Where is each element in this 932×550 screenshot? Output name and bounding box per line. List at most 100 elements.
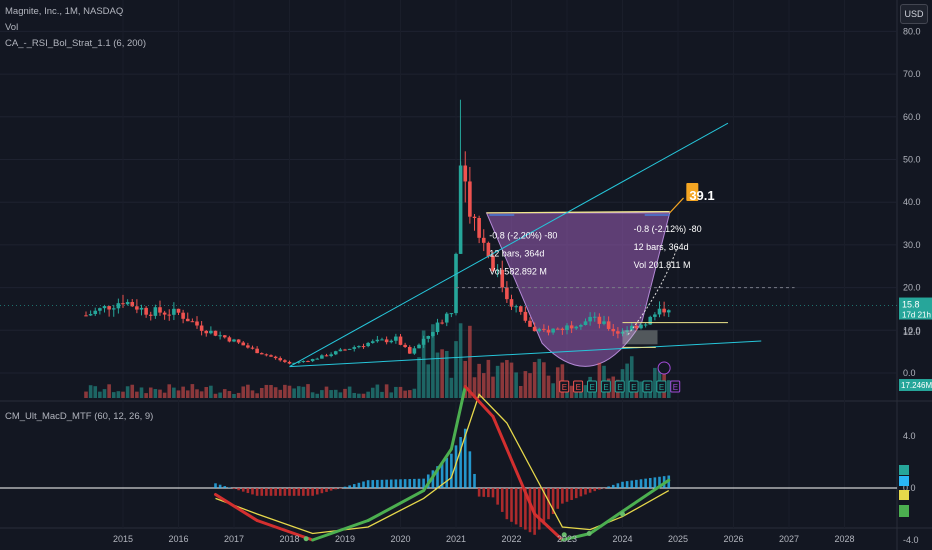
macd-histogram-bar: [218, 484, 222, 488]
dividend-marker: [657, 361, 671, 375]
candle-body: [431, 332, 435, 336]
candle-body: [135, 306, 139, 310]
candle-body: [546, 329, 551, 333]
macd-histogram-bar: [551, 488, 555, 514]
volume-bar: [338, 392, 343, 398]
currency-button[interactable]: USD: [900, 4, 928, 24]
volume-bar: [412, 388, 417, 398]
volume-bar: [84, 391, 88, 398]
macd-histogram-bar: [505, 488, 509, 520]
candle-body: [190, 321, 195, 323]
candle-body: [315, 358, 320, 360]
macd-legend[interactable]: CM_Ult_MacD_MTF (60, 12, 26, 9): [5, 411, 154, 422]
candle-body: [648, 316, 653, 325]
candle-body: [500, 269, 505, 288]
volume-bar: [389, 392, 394, 398]
volume-bar: [361, 393, 366, 398]
volume-bar: [380, 391, 384, 398]
macd-histogram-bar: [593, 488, 597, 492]
candle-body: [366, 342, 370, 347]
macd-histogram-bar: [653, 477, 657, 488]
volume-bar: [102, 389, 107, 398]
volume-label: 17.246M: [901, 381, 932, 390]
volume-bar: [121, 391, 125, 398]
volume-bar: [148, 387, 153, 398]
earnings-marker-label: E: [631, 383, 636, 392]
macd-line-segment: [311, 519, 370, 542]
candle-body: [121, 303, 125, 305]
candle-body: [407, 347, 412, 354]
volume-bar: [481, 373, 486, 398]
macd-histogram-bar: [630, 480, 634, 488]
volume-bar: [583, 385, 588, 398]
volume-bar: [232, 393, 236, 398]
time-tick-label: 2019: [335, 534, 355, 544]
candle-body: [88, 314, 93, 316]
candle-body: [560, 328, 565, 330]
volume-bar: [458, 323, 463, 398]
macd-histogram-bar: [639, 479, 643, 488]
measure-right-text: 12 bars, 364d: [634, 242, 689, 252]
candle-body: [421, 338, 426, 345]
candle-body: [236, 339, 241, 343]
candle-body: [625, 330, 629, 332]
candle-body: [296, 361, 301, 363]
candle-body: [213, 330, 218, 336]
macd-histogram-bar: [251, 488, 254, 495]
candle-body: [643, 324, 648, 326]
candle-body: [176, 308, 181, 313]
volume-bar: [292, 388, 296, 398]
candle-body: [444, 313, 449, 323]
candle-body: [269, 355, 273, 357]
candle-body: [241, 342, 246, 346]
volume-tag: [899, 379, 932, 391]
earnings-marker-label: E: [576, 383, 581, 392]
time-tick-label: 2028: [835, 534, 855, 544]
macd-histogram-bar: [547, 488, 550, 520]
candle-body: [472, 216, 477, 219]
price-tick-label: 80.0: [903, 26, 921, 36]
candle-body: [620, 331, 625, 334]
candle-body: [417, 344, 421, 349]
macd-histogram-bar: [514, 488, 518, 525]
macd-histogram-bar: [241, 488, 245, 492]
macd-histogram-bar: [334, 488, 338, 490]
strategy-legend[interactable]: CA_-_RSI_Bol_Strat_1.1 (6, 200): [5, 38, 146, 49]
candle-body: [666, 310, 671, 313]
time-tick-label: 2024: [613, 534, 633, 544]
volume-legend[interactable]: Vol: [5, 22, 19, 33]
candle-body: [380, 339, 384, 341]
candle-body: [357, 346, 361, 348]
earnings-marker-label: E: [645, 383, 650, 392]
volume-bar: [352, 392, 357, 398]
candle-body: [449, 313, 454, 315]
macd-histogram-bar: [255, 488, 259, 496]
volume-bar: [283, 384, 287, 398]
macd-histogram-bar: [302, 488, 305, 496]
candle-body: [518, 306, 523, 312]
candle-body: [329, 354, 333, 357]
candle-body: [320, 355, 324, 359]
volume-bar: [639, 381, 643, 398]
symbol-title[interactable]: Magnite, Inc., 1M, NASDAQ: [5, 6, 124, 17]
macd-histogram-bar: [524, 488, 527, 530]
macd-histogram-bar: [496, 488, 499, 505]
macd-histogram-bar: [616, 483, 620, 488]
volume-bar: [227, 391, 232, 398]
candle-body: [116, 303, 121, 309]
macd-histogram-bar: [417, 478, 421, 488]
macd-histogram-bar: [491, 488, 495, 498]
earnings-marker-label: E: [659, 383, 664, 392]
candle-body: [440, 322, 444, 324]
macd-histogram-bar: [237, 488, 240, 491]
macd-line-segment: [366, 489, 426, 522]
macd-histogram-bar: [297, 488, 301, 496]
candle-body: [565, 325, 569, 330]
volume-bar: [666, 380, 671, 398]
time-tick-label: 2027: [779, 534, 799, 544]
candle-body: [292, 362, 296, 364]
candle-body: [486, 242, 491, 257]
volume-bar: [532, 362, 537, 398]
volume-bar: [246, 384, 250, 398]
